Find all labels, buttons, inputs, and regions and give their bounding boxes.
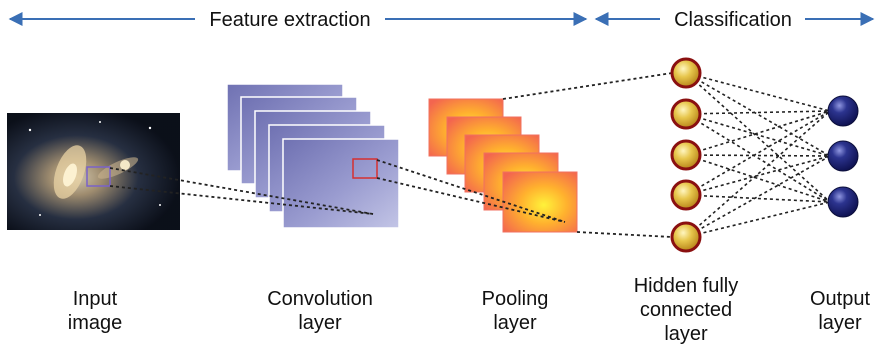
hidden-neuron <box>672 100 700 128</box>
output-neuron <box>828 141 858 171</box>
hidden-neuron <box>672 181 700 209</box>
convolution-stack <box>227 84 399 228</box>
pooling-layer-label: Pooling layer <box>460 287 570 335</box>
input-image <box>7 113 180 230</box>
output-layer <box>828 96 858 217</box>
output-neuron <box>828 96 858 126</box>
hidden-layer <box>672 59 700 251</box>
output-neuron <box>828 187 858 217</box>
input-image-label: Input image <box>40 287 150 335</box>
pool-feature-map <box>503 172 577 232</box>
hidden-neuron <box>672 59 700 87</box>
feature-extraction-title: Feature extraction <box>209 9 370 31</box>
hidden-neuron <box>672 223 700 251</box>
classification-title: Classification <box>674 9 792 31</box>
hidden-layer-label: Hidden fully connected layer <box>618 274 754 346</box>
conv-feature-map <box>283 139 399 228</box>
hidden-neuron <box>672 141 700 169</box>
fc-connections <box>686 73 830 237</box>
convolution-layer-label: Convolution layer <box>250 287 390 335</box>
pooling-stack <box>429 99 577 232</box>
output-layer-label: Output layer <box>800 287 880 335</box>
